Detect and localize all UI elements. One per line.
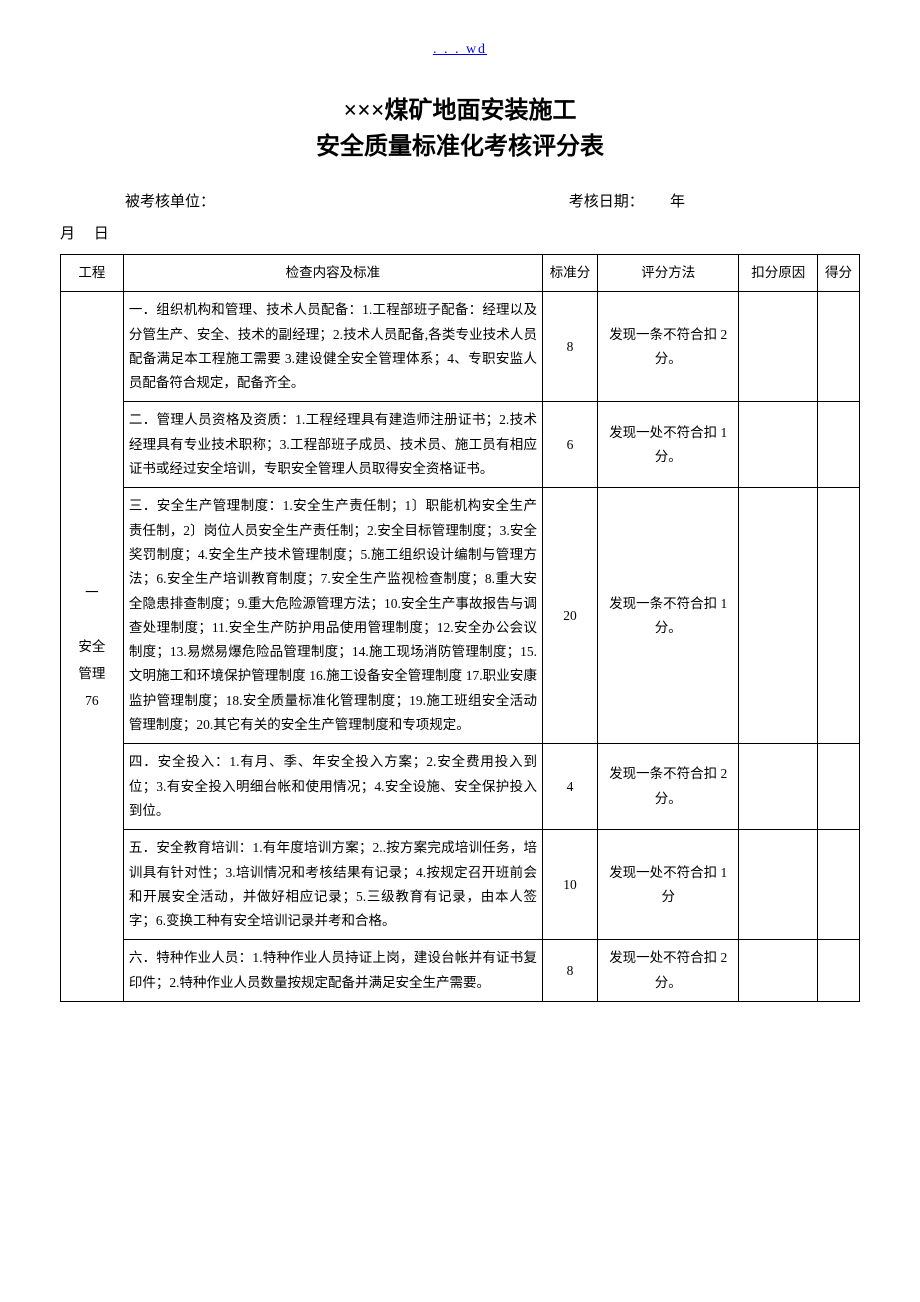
day-label: 日: [94, 226, 109, 242]
score-cell: [818, 488, 860, 744]
header-link-container: . . . wd: [60, 40, 860, 58]
table-row: 四．安全投入：1.有月、季、年安全投入方案；2.安全费用投入到位；3.有安全投入…: [61, 744, 860, 830]
table-row: 一 安全管理 76 一．组织机构和管理、技术人员配备：1.工程部班子配备：经理以…: [61, 292, 860, 402]
header-score: 得分: [818, 255, 860, 292]
score-cell: [818, 744, 860, 830]
table-row: 五．安全教育培训：1.有年度培训方案；2..按方案完成培训任务，培训具有针对性；…: [61, 830, 860, 940]
content-cell: 三．安全生产管理制度：1.安全生产责任制；1〕职能机构安全生产责任制，2〕岗位人…: [123, 488, 542, 744]
reason-cell: [739, 830, 818, 940]
content-cell: 六．特种作业人员：1.特种作业人员持证上岗，建设台帐并有证书复印件；2.特种作业…: [123, 940, 542, 1002]
category-total: 76: [66, 687, 118, 714]
reason-cell: [739, 744, 818, 830]
meta-row: 被考核单位： 考核日期： 年: [60, 190, 860, 214]
unit-label: 被考核单位：: [125, 190, 215, 214]
header-reason: 扣分原因: [739, 255, 818, 292]
header-link[interactable]: . . . wd: [433, 42, 487, 57]
method-cell: 发现一条不符合扣 2 分。: [598, 292, 739, 402]
reason-cell: [739, 402, 818, 488]
table-row: 六．特种作业人员：1.特种作业人员持证上岗，建设台帐并有证书复印件；2.特种作业…: [61, 940, 860, 1002]
header-project: 工程: [61, 255, 124, 292]
assessment-table: 工程 检查内容及标准 标准分 评分方法 扣分原因 得分 一 安全管理 76 一．…: [60, 254, 860, 1002]
std-cell: 8: [543, 940, 598, 1002]
header-content: 检查内容及标准: [123, 255, 542, 292]
header-method: 评分方法: [598, 255, 739, 292]
reason-cell: [739, 292, 818, 402]
table-header-row: 工程 检查内容及标准 标准分 评分方法 扣分原因 得分: [61, 255, 860, 292]
score-cell: [818, 830, 860, 940]
content-cell: 五．安全教育培训：1.有年度培训方案；2..按方案完成培训任务，培训具有针对性；…: [123, 830, 542, 940]
table-row: 三．安全生产管理制度：1.安全生产责任制；1〕职能机构安全生产责任制，2〕岗位人…: [61, 488, 860, 744]
std-cell: 10: [543, 830, 598, 940]
meta-row-2: 月 日: [60, 222, 860, 246]
score-cell: [818, 940, 860, 1002]
date-label: 考核日期：: [569, 194, 644, 210]
document-title: ×××煤矿地面安装施工 安全质量标准化考核评分表: [60, 93, 860, 165]
category-cell: 一 安全管理 76: [61, 292, 124, 1002]
method-cell: 发现一处不符合扣 1 分: [598, 830, 739, 940]
std-cell: 6: [543, 402, 598, 488]
category-name: 安全管理: [66, 633, 118, 687]
title-line-1: ×××煤矿地面安装施工: [60, 93, 860, 129]
year-label: 年: [670, 194, 685, 210]
table-row: 二．管理人员资格及资质：1.工程经理具有建造师注册证书；2.技术经理具有专业技术…: [61, 402, 860, 488]
title-line-2: 安全质量标准化考核评分表: [60, 129, 860, 165]
std-cell: 8: [543, 292, 598, 402]
month-label: 月: [60, 226, 75, 242]
reason-cell: [739, 940, 818, 1002]
category-index: 一: [66, 579, 118, 606]
method-cell: 发现一条不符合扣 2 分。: [598, 744, 739, 830]
std-cell: 4: [543, 744, 598, 830]
date-section: 考核日期： 年: [569, 190, 685, 214]
content-cell: 二．管理人员资格及资质：1.工程经理具有建造师注册证书；2.技术经理具有专业技术…: [123, 402, 542, 488]
reason-cell: [739, 488, 818, 744]
score-cell: [818, 292, 860, 402]
method-cell: 发现一处不符合扣 2 分。: [598, 940, 739, 1002]
std-cell: 20: [543, 488, 598, 744]
method-cell: 发现一处不符合扣 1 分。: [598, 402, 739, 488]
method-cell: 发现一条不符合扣 1 分。: [598, 488, 739, 744]
content-cell: 一．组织机构和管理、技术人员配备：1.工程部班子配备：经理以及分管生产、安全、技…: [123, 292, 542, 402]
header-standard: 标准分: [543, 255, 598, 292]
score-cell: [818, 402, 860, 488]
content-cell: 四．安全投入：1.有月、季、年安全投入方案；2.安全费用投入到位；3.有安全投入…: [123, 744, 542, 830]
